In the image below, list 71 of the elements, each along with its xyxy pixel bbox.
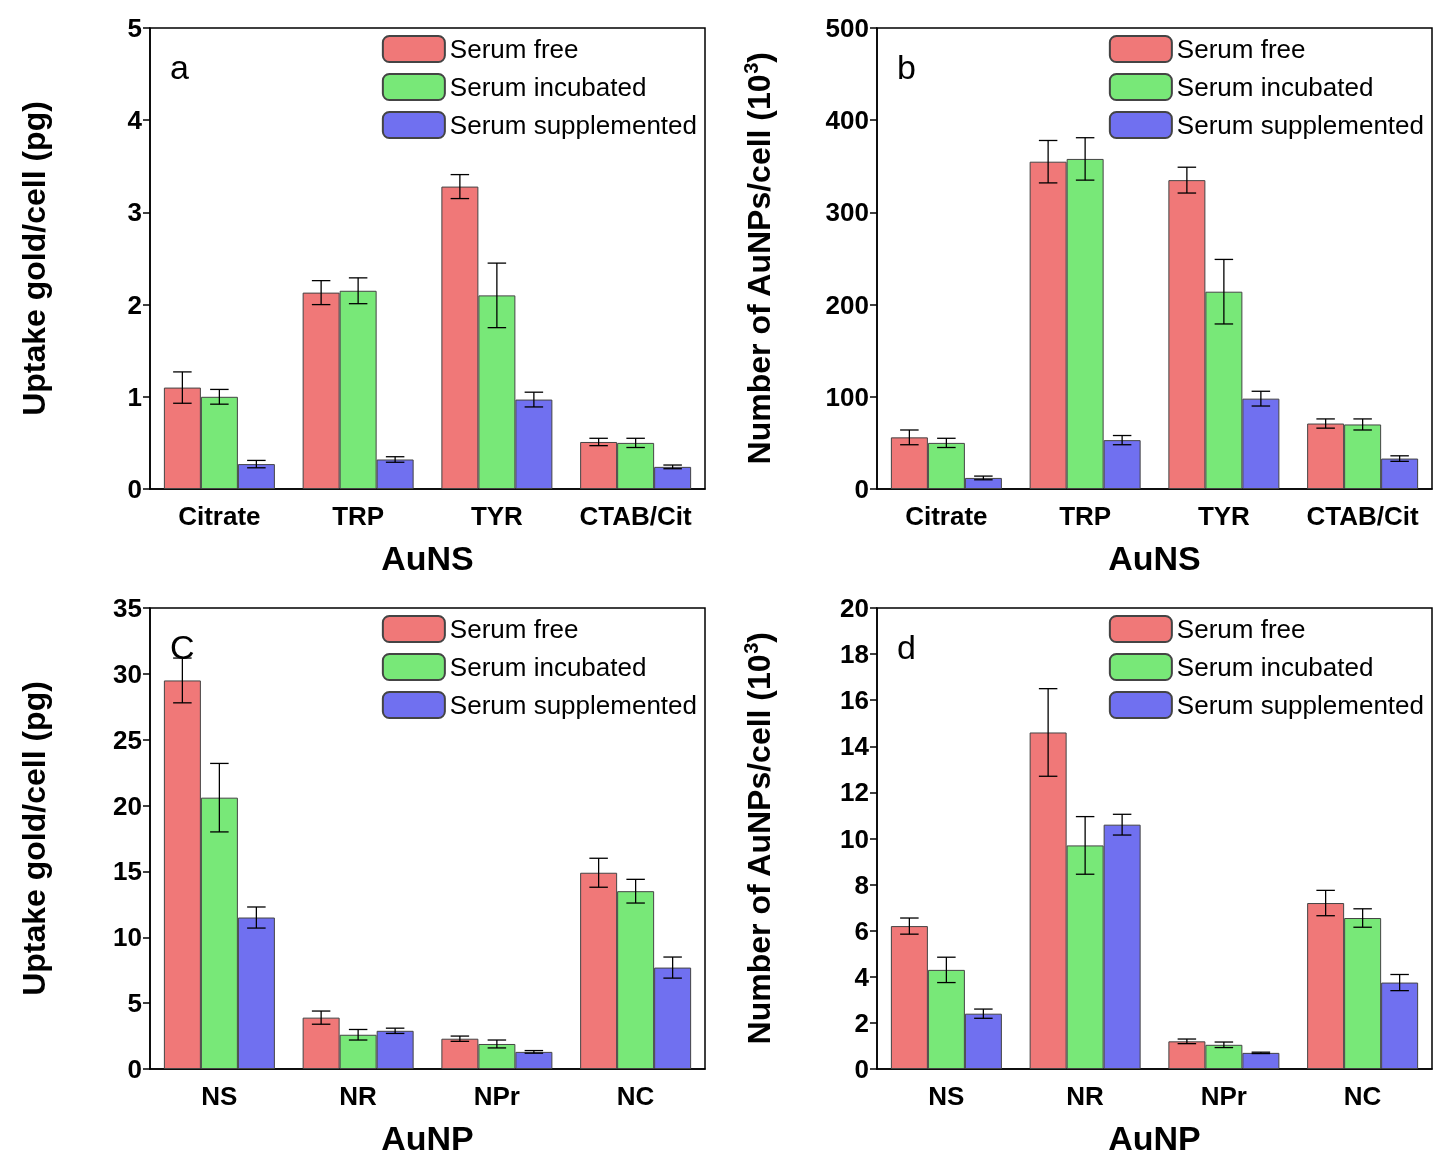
x-tick-label: NR [1066, 1081, 1105, 1111]
x-tick-label: TRP [1059, 501, 1112, 531]
y-tick-label: 0 [854, 474, 869, 504]
y-tick-label: 2 [854, 1007, 869, 1038]
y-tick-label: 3 [127, 197, 142, 228]
annotation: a [170, 48, 189, 86]
y-tick-label: 5 [127, 988, 142, 1019]
y-tick-label: 12 [840, 777, 869, 808]
x-tick-label: TYR [470, 501, 524, 531]
x-tick-label: Citrate [905, 501, 988, 531]
annotation: d [897, 628, 916, 666]
y-tick-label: 14 [840, 731, 870, 762]
x-tick-label: NS [201, 1081, 238, 1111]
y-tick-label: 20 [840, 593, 869, 623]
y-tick-label: 18 [840, 639, 869, 670]
x-axis-title: AuNP [381, 1119, 474, 1157]
x-axis-title: AuNS [1108, 539, 1201, 577]
y-tick-label: 16 [840, 685, 869, 716]
y-tick-label: 0 [854, 1054, 869, 1084]
y-tick-label: 6 [854, 915, 869, 946]
x-axis-title: AuNP [1108, 1119, 1201, 1157]
y-tick-label: 500 [825, 13, 869, 43]
y-tick-label: 8 [854, 869, 869, 900]
x-tick-label: CTAB/Cit [1306, 501, 1420, 531]
y-tick-label: 35 [113, 593, 142, 623]
y-tick-label: 4 [127, 105, 143, 136]
annotation: b [897, 48, 916, 86]
legend-label: Serum free [1176, 34, 1306, 64]
y-tick-label: 15 [113, 856, 142, 887]
y-axis-title: Uptake gold/cell (pg) [16, 681, 52, 996]
y-axis-title: Number of AuNPs/cell (103) [740, 632, 777, 1045]
y-axis-title: Number of AuNPs/cell (103) [740, 52, 777, 465]
legend-label: Serum incubated [449, 72, 647, 102]
y-tick-label: 100 [825, 381, 869, 412]
y-tick-label: 5 [127, 13, 142, 43]
y-tick-label: 30 [113, 658, 142, 689]
legend-label: Serum incubated [1176, 72, 1374, 102]
y-tick-label: 0 [127, 474, 142, 504]
legend-label: Serum supplemented [449, 110, 697, 140]
y-tick-label: 2 [127, 289, 142, 320]
y-tick-label: 10 [113, 922, 142, 953]
legend-label: Serum free [449, 614, 579, 644]
x-tick-label: NPr [473, 1081, 520, 1111]
y-tick-label: 300 [825, 197, 869, 228]
y-tick-label: 400 [825, 105, 869, 136]
legend-label: Serum supplemented [1176, 690, 1424, 720]
x-tick-label: Citrate [178, 501, 261, 531]
y-tick-label: 1 [127, 381, 142, 412]
legend-label: Serum supplemented [449, 690, 697, 720]
x-tick-label: NC [616, 1081, 655, 1111]
y-tick-label: 0 [127, 1054, 142, 1084]
y-tick-label: 10 [840, 823, 869, 854]
x-tick-label: NR [339, 1081, 378, 1111]
legend-label: Serum supplemented [1176, 110, 1424, 140]
annotation: C [170, 628, 195, 666]
legend-label: Serum incubated [1176, 652, 1374, 682]
y-tick-label: 20 [113, 790, 142, 821]
y-tick-label: 200 [825, 289, 869, 320]
y-tick-label: 4 [854, 961, 870, 992]
x-tick-label: TYR [1197, 501, 1251, 531]
y-axis-title: Uptake gold/cell (pg) [16, 101, 52, 416]
x-axis-title: AuNS [381, 539, 474, 577]
x-tick-label: NC [1343, 1081, 1382, 1111]
y-tick-label: 25 [113, 724, 142, 755]
x-tick-label: NPr [1200, 1081, 1247, 1111]
x-tick-label: NS [928, 1081, 965, 1111]
x-tick-label: CTAB/Cit [579, 501, 693, 531]
legend-label: Serum free [449, 34, 579, 64]
legend-label: Serum free [1176, 614, 1306, 644]
legend-label: Serum incubated [449, 652, 647, 682]
x-tick-label: TRP [332, 501, 385, 531]
